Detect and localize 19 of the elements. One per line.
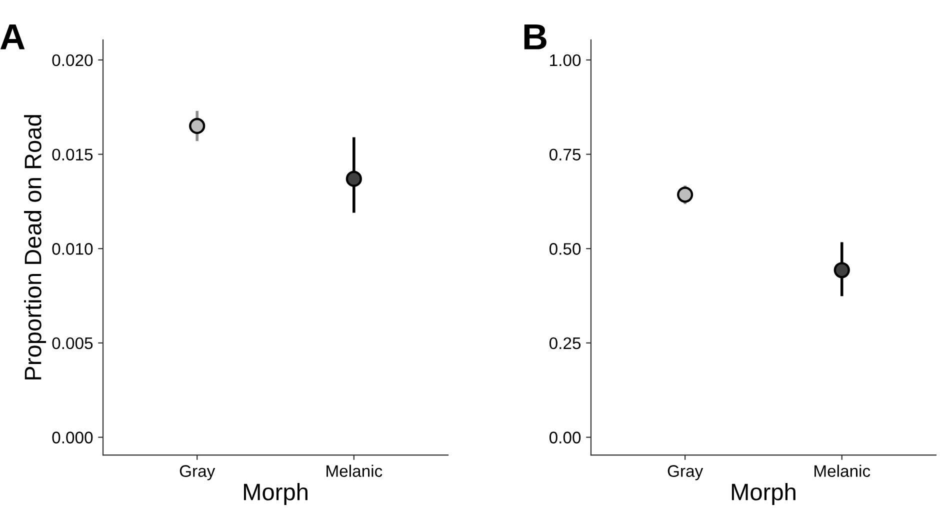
y-tick-label: 0.010: [52, 243, 93, 255]
y-tick-label: 0.00: [549, 432, 581, 444]
y-tick-label: 0.005: [52, 337, 93, 350]
x-axis-title: Morph: [244, 483, 308, 506]
y-tick-label: 0.25: [549, 337, 581, 350]
x-tick-label: Melanic: [814, 464, 870, 477]
chart-title: A: [0, 24, 25, 50]
x-tick-label: Gray: [180, 465, 216, 480]
y-axis-title: Proportion Dead on Road: [24, 115, 46, 380]
chart-title: B: [524, 24, 546, 50]
x-tick-label: Melanic: [326, 464, 382, 477]
y-tick-label: 1.00: [550, 54, 581, 66]
y-tick-label: 0.020: [52, 54, 93, 66]
x-axis-title: Morph: [732, 483, 796, 506]
x-tick-label: Gray: [668, 465, 704, 480]
y-tick-label: 0.015: [52, 148, 93, 160]
y-tick-label: 0.000: [52, 432, 93, 444]
y-tick-label: 0.75: [549, 148, 581, 160]
y-tick-label: 0.50: [549, 243, 581, 255]
